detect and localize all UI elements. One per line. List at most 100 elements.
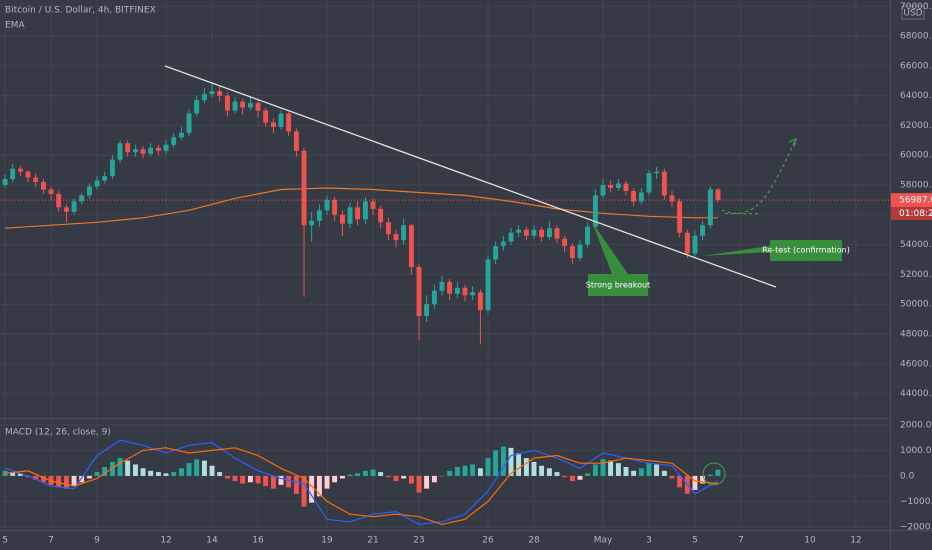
macd-bar xyxy=(286,475,292,488)
macd-bar xyxy=(669,475,675,479)
macd-bar xyxy=(385,475,391,478)
macd-bar xyxy=(485,458,491,476)
candle-body xyxy=(661,171,667,196)
macd-bar xyxy=(309,475,315,503)
macd-bar xyxy=(700,475,706,484)
macd-bar xyxy=(631,470,637,476)
y-tick-label: 1000.0 xyxy=(900,446,932,456)
macd-bar xyxy=(217,472,223,476)
candle-body xyxy=(439,281,445,291)
macd-bar xyxy=(615,463,621,476)
candle-body xyxy=(700,225,706,236)
candle-body xyxy=(669,195,675,202)
macd-bar xyxy=(431,475,437,483)
x-tick-label: 3 xyxy=(646,536,652,546)
y-tick-label: 0.0 xyxy=(900,471,915,481)
macd-bar xyxy=(408,475,414,484)
macd-bar xyxy=(10,472,16,476)
macd-bar xyxy=(224,475,230,479)
candle-body xyxy=(470,292,476,296)
macd-bar xyxy=(493,450,499,476)
last-price-tag xyxy=(891,193,932,208)
currency-box xyxy=(901,5,925,20)
macd-bar xyxy=(86,475,92,479)
x-tick-label: 12 xyxy=(850,536,861,546)
x-tick-label: 23 xyxy=(413,536,424,546)
macd-bar xyxy=(462,465,468,476)
x-tick-label: 26 xyxy=(482,536,494,546)
y-tick-label: −2000.0 xyxy=(900,522,932,532)
candle-body xyxy=(462,287,468,296)
macd-bar xyxy=(393,475,399,482)
candle-body xyxy=(684,232,690,254)
candle-body xyxy=(608,185,614,188)
candle-body xyxy=(140,149,146,154)
macd-bar xyxy=(102,466,108,476)
macd-bar xyxy=(707,474,713,476)
candle-body xyxy=(255,103,261,111)
macd-bar xyxy=(378,472,384,476)
breakout-callout xyxy=(588,222,648,296)
candle-body xyxy=(585,226,591,245)
macd-bar xyxy=(293,475,299,494)
annotation: Re-test (confirmation) xyxy=(762,246,850,255)
macd-bar xyxy=(263,475,269,487)
y-tick-label: 50000.0 xyxy=(900,300,932,310)
candle-body xyxy=(79,195,85,202)
currency: USD xyxy=(903,9,922,19)
macd-bar xyxy=(18,473,23,476)
macd-bar xyxy=(2,470,8,476)
candle-body xyxy=(155,147,161,151)
candle-body xyxy=(316,210,322,221)
macd-bar xyxy=(25,475,31,478)
candle-body xyxy=(86,186,92,196)
macd-bar xyxy=(539,465,545,476)
candle-body xyxy=(692,235,698,254)
macd-bar xyxy=(677,475,683,488)
arrow-head xyxy=(788,137,797,148)
macd-bar xyxy=(608,460,614,476)
macd-bar xyxy=(592,464,598,476)
y-tick-label: 58000.0 xyxy=(900,181,932,191)
candle-body xyxy=(324,199,330,211)
macd-bar xyxy=(562,475,568,478)
x-tick-label: 28 xyxy=(528,536,540,546)
macd-bar xyxy=(508,447,514,476)
macd-bar xyxy=(661,470,667,476)
macd-bar xyxy=(324,475,330,489)
candle-body xyxy=(424,304,430,317)
macd-bar xyxy=(40,475,46,483)
candle-body xyxy=(201,94,207,101)
x-tick-label: 19 xyxy=(321,536,333,546)
annotation: Strong breakout xyxy=(586,281,650,290)
candle-body xyxy=(63,207,69,212)
macd-bar xyxy=(316,475,322,497)
y-tick-label: 64000.0 xyxy=(900,91,932,101)
macd-bar xyxy=(546,468,552,476)
candle-body xyxy=(516,229,522,233)
macd-bar xyxy=(370,469,376,476)
candle-body xyxy=(148,147,154,154)
y-tick-label: 68000.0 xyxy=(900,32,932,42)
candle-body xyxy=(178,132,184,138)
macd-bar xyxy=(71,475,77,487)
candle-body xyxy=(171,137,177,145)
last-price-label: 56987.0 xyxy=(899,196,932,206)
candle-body xyxy=(416,266,422,317)
candle-body xyxy=(378,208,384,223)
macd-bar xyxy=(255,475,261,484)
trend-line xyxy=(164,65,777,288)
x-tick-label: 9 xyxy=(94,536,100,546)
y-tick-label: 2000.0 xyxy=(900,420,932,430)
candle-body xyxy=(309,220,315,226)
y-tick-label: 60000.0 xyxy=(900,151,932,161)
macd-bar xyxy=(155,472,161,476)
macd-bar xyxy=(186,463,192,476)
candle-body xyxy=(224,95,230,111)
y-tick-label: −1000.0 xyxy=(900,497,932,507)
y-tick-label: 54000.0 xyxy=(900,240,932,250)
candle-body xyxy=(194,100,200,114)
macd-bar xyxy=(500,446,506,476)
candle-body xyxy=(10,168,16,180)
